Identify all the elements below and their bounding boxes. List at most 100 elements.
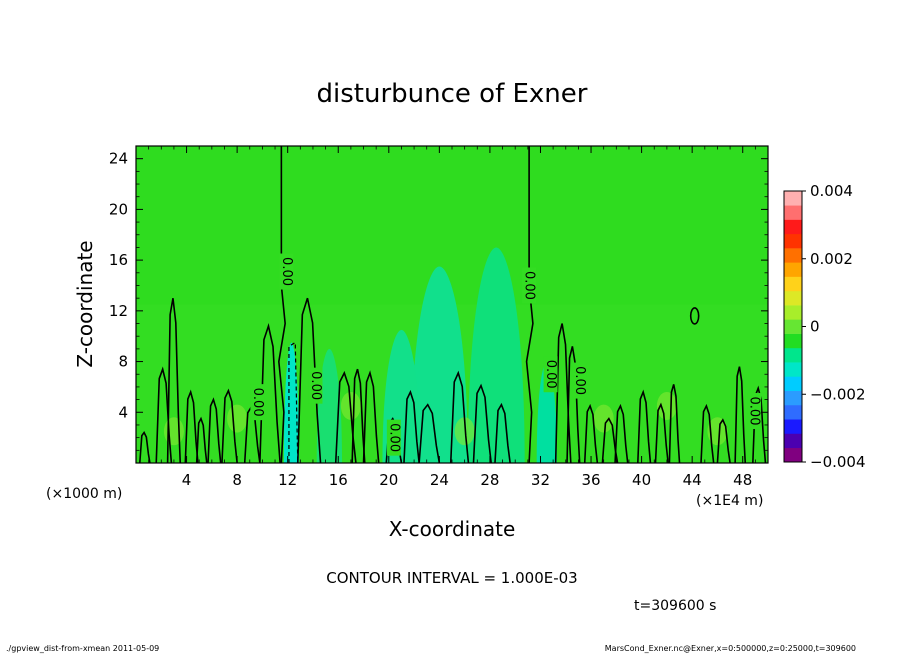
x-tick-label: 48	[733, 471, 752, 489]
negative-contour	[288, 341, 299, 464]
y-axis: 4 8 12 16 20 24	[109, 150, 768, 451]
y-tick-label: 24	[109, 150, 128, 168]
zero-contour	[184, 389, 199, 464]
x-tick-label: 12	[278, 471, 297, 489]
colorbar-tick-label: 0.004	[810, 182, 853, 200]
zero-contour	[296, 297, 322, 464]
contour-label-bg	[386, 419, 401, 456]
colorbar-tick-label: 0	[810, 318, 820, 336]
colorbar-tick-label: −0.002	[810, 385, 866, 403]
zero-contour-tall	[525, 146, 534, 464]
x-axis: 4 8 12 16 20 24 28 32 36 40 44 48	[148, 146, 756, 489]
contour-label: 0.00	[386, 423, 401, 452]
x-tick-label: 16	[329, 471, 348, 489]
x-tick-label: 36	[581, 471, 600, 489]
zero-contour	[351, 368, 366, 464]
x-tick-label: 40	[632, 471, 651, 489]
x-tick-label: 20	[379, 471, 398, 489]
colorbar-swatch	[784, 276, 802, 292]
colorbar-swatch	[784, 219, 802, 235]
plot-area	[136, 146, 768, 463]
negative-anomaly-region	[467, 247, 525, 463]
positive-anomaly-region	[163, 417, 184, 446]
y-tick-label: 12	[109, 302, 128, 320]
x-tick-label: 4	[182, 471, 192, 489]
colorbar-swatch	[784, 362, 802, 377]
colorbar-swatch	[784, 390, 802, 406]
footer-right: MarsCond_Exner.nc@Exner,x=0:500000,z=0:2…	[605, 644, 856, 653]
colorbar-swatch	[784, 433, 802, 449]
zero-contour	[155, 366, 173, 464]
contour-label: 0.00	[522, 271, 537, 300]
colorbar-swatch	[784, 447, 802, 463]
contour-label-bg	[522, 267, 537, 304]
positive-anomaly-region	[707, 417, 728, 446]
y-axis-label: Z-coordinate	[73, 240, 97, 367]
x-tick-label: 44	[683, 471, 702, 489]
contour-label: 0.00	[572, 366, 587, 395]
zero-contour	[449, 370, 470, 464]
zero-contour	[554, 323, 572, 464]
y-tick-label: 8	[118, 353, 128, 371]
zero-contour	[138, 431, 151, 464]
colorbar-swatch	[784, 319, 802, 334]
colorbar-swatch	[784, 248, 802, 263]
contour-labels: 0.00 0.00 0.00 0.00 0.00 0.00 0.00 0.00	[250, 253, 762, 456]
contour-label-bg	[308, 367, 323, 404]
zero-contour	[166, 298, 182, 464]
zero-contour	[734, 366, 747, 464]
x-tick-label: 28	[480, 471, 499, 489]
contour-label-bg	[543, 356, 558, 393]
zero-contour	[418, 403, 441, 464]
colorbar-swatch	[784, 347, 802, 363]
colorbar-swatch	[784, 305, 802, 320]
zero-contour	[668, 384, 681, 464]
contour-label: 0.00	[308, 371, 323, 400]
contour-interval-note: CONTOUR INTERVAL = 1.000E-03	[326, 569, 577, 587]
x-axis-label: X-coordinate	[389, 517, 516, 541]
negative-anomaly-region	[283, 342, 300, 463]
colorbar: 0.004 0.002 0 −0.002 −0.004	[783, 182, 866, 471]
zero-contour	[494, 402, 511, 464]
colorbar-tick-label: −0.004	[810, 453, 866, 471]
colorbar-swatch	[784, 419, 802, 434]
x-tick-label: 32	[531, 471, 550, 489]
field-upper	[136, 146, 768, 305]
negative-anomaly-region	[316, 348, 343, 463]
contour-label-bg	[747, 393, 762, 430]
contour-label: 0.00	[543, 360, 558, 389]
zero-contour	[637, 389, 652, 464]
contour-lines	[138, 146, 767, 464]
zero-contour-loop	[689, 307, 700, 325]
chart-title: disturbunce of Exner	[317, 79, 588, 109]
zero-contour	[362, 370, 380, 464]
zero-contour	[195, 416, 208, 464]
positive-anomaly-region	[454, 417, 475, 446]
positive-anomaly-region	[227, 404, 248, 433]
colorbar-swatch	[784, 290, 802, 306]
zero-contour	[259, 323, 281, 464]
colorbar-swatch	[784, 262, 802, 277]
colorbar-swatch	[784, 376, 802, 391]
contour-label: 0.00	[279, 257, 294, 286]
y-tick-label: 16	[109, 251, 128, 269]
x-unit-right: (×1E4 m)	[696, 493, 763, 509]
contour-label: 0.00	[747, 397, 762, 426]
contour-label: 0.00	[250, 388, 265, 417]
zero-contour	[207, 397, 222, 464]
colorbar-swatch	[784, 404, 802, 420]
zero-contour	[716, 418, 731, 464]
zero-contour	[583, 403, 599, 464]
colorbar-swatch	[784, 205, 802, 220]
zero-contour	[700, 403, 715, 464]
contour-label-bg	[572, 362, 587, 399]
contour-label-bg	[279, 253, 294, 290]
footer-left: ./gpview_dist-from-xmean 2011-05-09	[6, 644, 159, 653]
zero-contour	[403, 389, 420, 464]
contour-label-bg	[250, 384, 265, 421]
colorbar-swatch	[784, 191, 802, 206]
x-unit-left: (×1000 m)	[46, 486, 122, 502]
zero-contour	[472, 383, 492, 464]
y-tick-label: 20	[109, 200, 128, 218]
